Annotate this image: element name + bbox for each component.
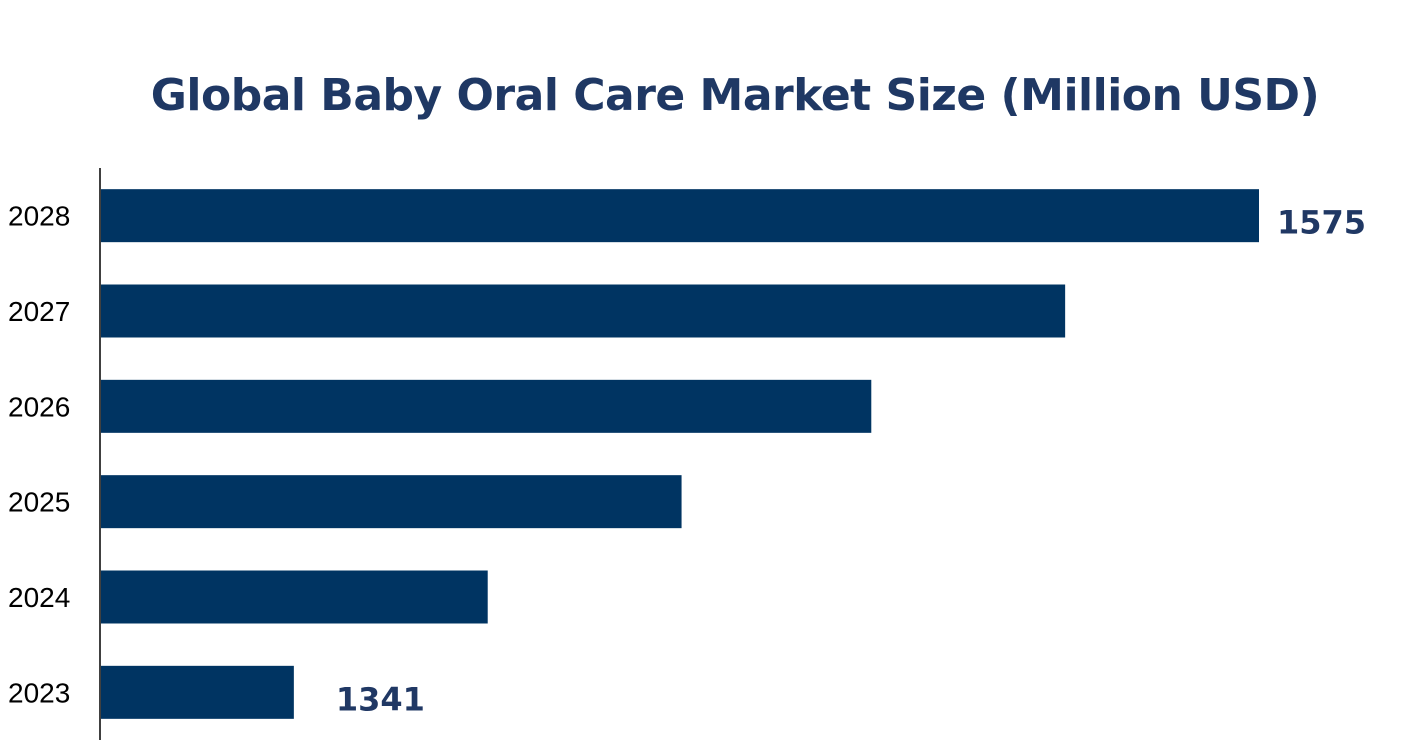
y-tick-label-2024: 2024 [8,582,70,613]
chart-title: Global Baby Oral Care Market Size (Milli… [150,70,1320,121]
bar-2023 [101,665,294,719]
y-tick-label-2023: 2023 [8,677,70,708]
y-tick-label-2027: 2027 [8,296,70,327]
y-tick-label-2026: 2026 [8,391,70,422]
bar-2026 [101,379,872,433]
bar-2028 [101,189,1259,243]
bar-2024 [101,570,488,624]
bar-2025 [101,475,682,529]
data-label-2023: 1341 [336,680,425,718]
y-tick-label-2028: 2028 [8,201,70,232]
y-tick-label-2025: 2025 [8,487,70,518]
bar-2027 [101,284,1066,338]
data-label-2028: 1575 [1277,204,1366,242]
